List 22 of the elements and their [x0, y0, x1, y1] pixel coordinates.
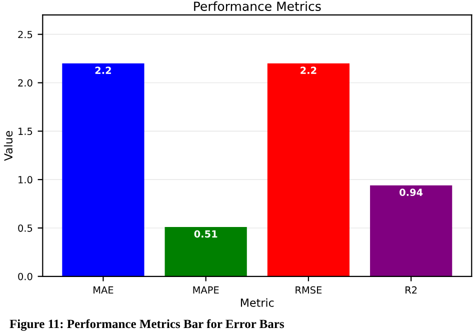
y-tick-label: 2.0 — [18, 79, 32, 87]
x-tick-label: R2 — [406, 286, 417, 294]
data-label: 0.94 — [400, 188, 423, 196]
data-label: 2.2 — [95, 66, 111, 74]
bar — [267, 63, 350, 276]
caption: Figure 11: Performance Metrics Bar for Error Bars — [10, 319, 284, 331]
y-tick-label: 1.5 — [18, 128, 32, 135]
y-tick-label: 1.0 — [18, 176, 32, 184]
bar — [164, 227, 247, 276]
y-tick-label: 2.5 — [18, 30, 32, 38]
data-label: 2.2 — [300, 66, 316, 74]
data-label: 0.51 — [194, 230, 218, 238]
x-tick-label: MAE — [94, 286, 114, 294]
y-tick-label: 0.0 — [18, 272, 32, 280]
x-tick-label: MAPE — [193, 286, 219, 294]
bar — [62, 63, 144, 276]
x-axis-title: Metric — [240, 298, 274, 307]
y-tick-label: 0.5 — [18, 224, 32, 232]
x-tick-label: RMSE — [296, 286, 322, 294]
chart-title: Performance Metrics — [194, 1, 321, 11]
bar — [370, 185, 452, 276]
y-axis-title: Value — [4, 131, 13, 161]
